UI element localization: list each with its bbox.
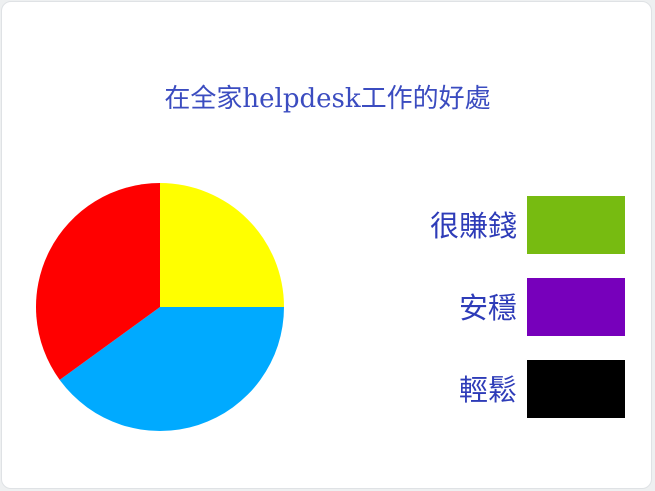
pie-slice-1	[59, 307, 285, 432]
pie-slice-2	[35, 183, 160, 380]
pie-slice-0	[160, 183, 284, 307]
legend-swatch-2	[527, 360, 625, 418]
legend-swatch-1	[527, 278, 625, 336]
legend-swatch-0	[527, 196, 625, 254]
legend-label-2: 輕鬆	[458, 373, 517, 407]
legend-label-1: 安穩	[458, 291, 517, 325]
chart-title: 在全家helpdesk工作的好處	[164, 84, 491, 114]
legend-label-0: 很賺錢	[429, 209, 517, 243]
